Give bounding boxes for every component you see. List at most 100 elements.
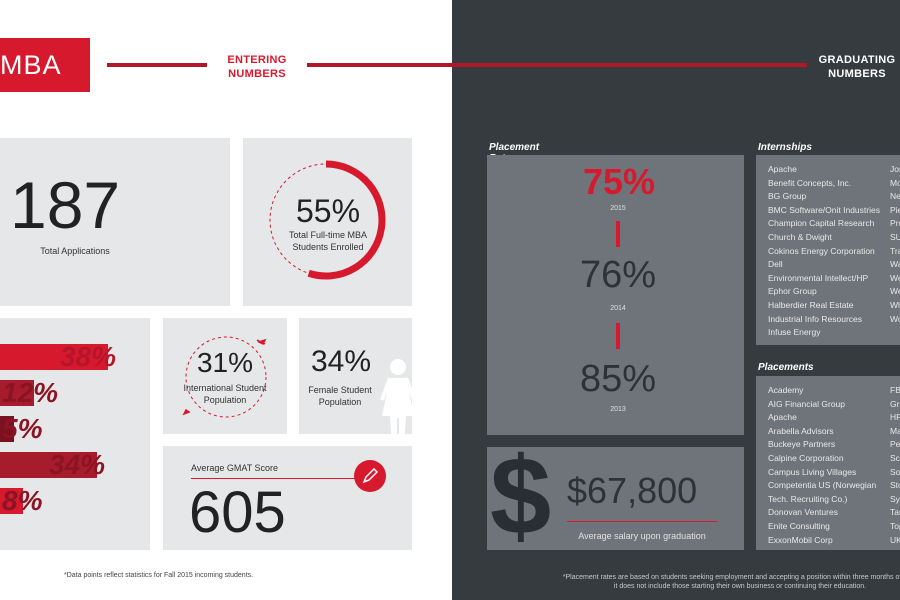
international-panel: 31% International Student Population [163,318,287,434]
female-value: 34% [311,345,372,378]
internship-item: Church & Dwight [768,231,832,242]
internship-item: Environmental Intellect/HP [768,272,869,283]
internship-item: Infuse Energy [768,327,821,338]
internship-item: Wo [890,313,900,324]
bars-panel: 38% 12% 5% 34% 8% [0,318,150,550]
placements-panel: Academy AIG Financial Group Apache Arabella… [756,376,900,550]
salary-value: $67,800 [567,470,698,511]
placement-item: Tar [890,507,900,518]
internships-list-col2: Jor Mo Ne Pie Pro SU Tra Wa We We Wh Wo [890,163,900,326]
bar-2 [0,416,14,442]
placement-item: Buckeye Partners [768,439,836,450]
placements-list-col1: Academy AIG Financial Group Apache Arabella… [768,384,888,547]
placement-item: Campus Living Villages [768,466,857,477]
internship-item: We [890,272,900,283]
placement-item: Sch [890,452,900,463]
placement-item: Gre [890,398,900,409]
bars-chart: 38% 12% 5% 34% 8% [0,338,150,538]
gmat-label: Average GMAT Score [191,463,279,473]
internships-tab: Internships [756,138,816,157]
placement-year-2013: 2013 [610,406,626,413]
placement-item: Enite Consulting [768,520,830,531]
internship-item: BG Group [768,191,807,202]
placement-item: Arabella Advisors [768,425,834,436]
entering-numbers-label: ENTERING NUMBERS [227,54,287,80]
graduating-footnote: *Placement rates are based on students s… [562,574,900,590]
placement-connector-1 [616,221,620,247]
internship-item: Pro [890,218,900,229]
international-label: International Student Population [183,383,267,405]
internship-item: Jor [890,164,900,174]
applications-value: 187 [10,168,121,242]
placement-item: Pe [890,439,900,450]
bar-label-4: 8% [2,485,43,516]
placement-item: Academy [768,385,804,395]
internship-item: Dell [768,259,783,270]
bar-1 [0,380,34,406]
gmat-panel: Average GMAT Score 605 [163,446,412,550]
header-divider-left [107,63,207,67]
placement-item: Donovan Ventures [768,507,838,518]
internship-item: Cokinos Energy Corporation [768,245,875,256]
donut-progress-arc [307,160,386,280]
graduating-numbers-label: GRADUATING NUMBERS [818,54,896,80]
entering-footnote: *Data points reflect statistics for Fall… [64,572,254,579]
placement-item: Sys [890,493,900,504]
placement-item: UK [890,534,900,545]
bar-3 [0,452,97,478]
fulltime-label: Total Full-time MBA Students Enrolled [288,230,368,252]
placement-year-2015: 2015 [610,205,626,212]
gmat-value: 605 [189,480,286,545]
header-divider-right [307,63,807,67]
internship-item: Industrial Info Resources [768,313,863,324]
internship-item: Mo [890,177,900,188]
internship-item: BMC Software/Onit Industries [768,204,880,215]
bar-label-2: 5% [2,413,43,444]
globe-orbit-icon [182,336,267,418]
placement-item: ExxonMobil Corp [768,534,833,545]
internship-item: Champion Capital Research [768,218,875,229]
salary-label: Average salary upon graduation [578,531,706,541]
placement-item: Apache [768,412,797,423]
internship-item: Ne [890,191,900,202]
international-value: 31% [196,347,254,378]
internship-item: Halberdier Real Estate [768,299,854,310]
bar-0 [0,344,108,370]
internship-item: Pie [890,204,900,215]
fulltime-donut [269,160,386,280]
placement-rate-panel: 75% 2015 76% 2014 85% 2013 [487,155,744,435]
pencil-icon [354,460,386,492]
applications-panel: 187 Total Applications [0,138,230,306]
placement-connector-2 [616,323,620,349]
placement-item: FB [890,385,900,395]
salary-panel: $ $67,800 Average salary upon graduation [487,437,744,557]
female-figure-icon [380,359,416,446]
placements-tab: Placements [756,358,816,377]
salary-underline [567,521,717,522]
internship-item: Ephor Group [768,286,817,297]
placement-item: Top [890,520,900,531]
placement-item: HP [890,412,900,423]
mba-title-box: MBA [0,38,90,92]
placements-list-col2: FB Gre HP Ma Pe Sch Soc Sto Sys Tar Top UK [890,384,900,547]
placement-item: Sto [890,480,900,491]
internship-item: Wh [890,299,900,310]
internship-item: We [890,286,900,297]
internship-item: SU [890,231,900,242]
placement-item: Ma [890,425,900,436]
placement-item: Tech. Recruiting Co.) [768,493,848,504]
bar-label-1: 12% [2,377,59,408]
bar-label-0: 38% [60,341,117,372]
fulltime-value: 55% [295,193,361,229]
mba-title: MBA [0,49,62,80]
internship-item: Benefit Concepts, Inc. [768,177,852,188]
placement-item: Calpine Corporation [768,452,844,463]
gmat-underline [191,478,361,479]
fulltime-panel: 55% Total Full-time MBA Students Enrolle… [243,138,412,306]
internship-item: Wa [890,259,900,270]
placement-rate-2013: 85% [579,358,657,400]
placement-rate-2014: 76% [579,254,657,296]
internships-panel: Apache Benefit Concepts, Inc. BG Group BMC … [756,155,900,345]
female-label: Female Student Population [308,385,372,407]
placement-rate-2015: 75% [583,161,656,202]
